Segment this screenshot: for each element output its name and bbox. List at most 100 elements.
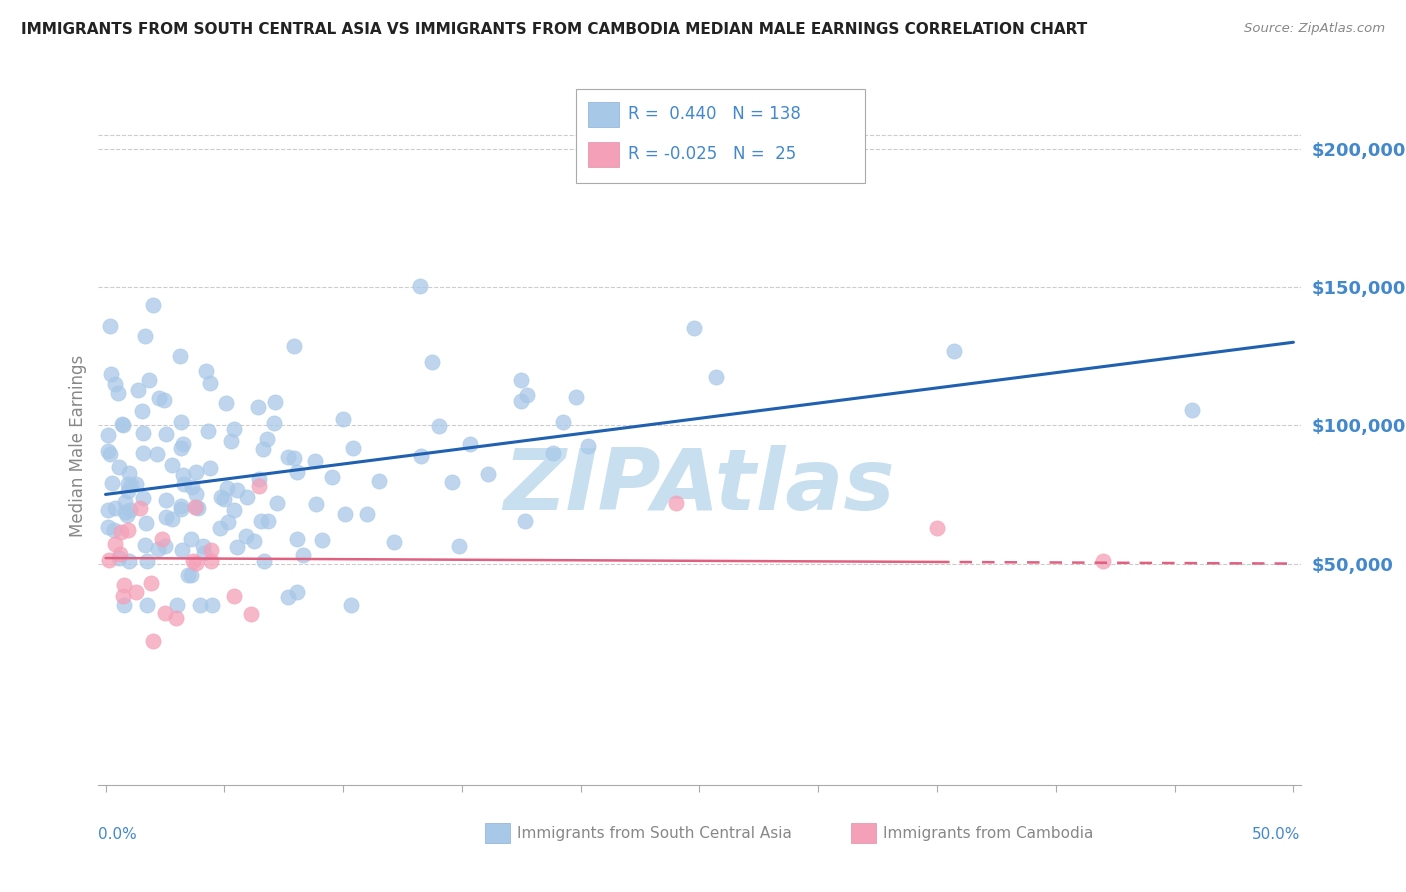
Text: R = -0.025   N =  25: R = -0.025 N = 25 — [628, 145, 797, 163]
Point — [112, 598, 135, 612]
Point — [382, 534, 405, 549]
Point — [342, 442, 364, 456]
Point — [706, 370, 728, 384]
Point — [101, 476, 124, 491]
Point — [132, 446, 155, 460]
Point — [222, 589, 245, 603]
Point — [197, 424, 219, 438]
Point — [283, 451, 305, 466]
Point — [200, 543, 222, 558]
Point — [222, 503, 245, 517]
Point — [509, 394, 531, 409]
Y-axis label: Median Male Earnings: Median Male Earnings — [69, 355, 87, 537]
Text: Immigrants from South Central Asia: Immigrants from South Central Asia — [517, 826, 793, 840]
Point — [422, 355, 444, 369]
Point — [429, 419, 451, 434]
Point — [184, 500, 207, 515]
Point — [181, 480, 204, 494]
Point — [925, 521, 948, 535]
Point — [1181, 402, 1204, 417]
Point — [186, 465, 208, 479]
Point — [250, 515, 273, 529]
Text: R =  0.440   N = 138: R = 0.440 N = 138 — [628, 105, 801, 123]
Point — [263, 417, 285, 431]
Point — [135, 554, 157, 568]
Point — [108, 551, 131, 566]
Point — [576, 439, 599, 453]
Point — [246, 400, 269, 414]
Point — [117, 484, 139, 499]
Point — [277, 450, 299, 465]
Point — [97, 519, 120, 533]
Point — [321, 470, 343, 484]
Point — [152, 392, 174, 407]
Point — [103, 523, 125, 537]
Point — [186, 486, 208, 500]
Point — [240, 607, 263, 622]
Point — [107, 385, 129, 400]
Point — [120, 503, 142, 517]
Point — [184, 556, 207, 570]
Point — [447, 539, 470, 553]
Point — [515, 514, 537, 528]
Point — [155, 509, 177, 524]
Point — [477, 467, 499, 482]
Point — [170, 415, 193, 429]
Point — [565, 390, 588, 404]
Point — [441, 475, 464, 489]
Point — [172, 437, 194, 451]
Point — [180, 532, 202, 546]
Point — [97, 444, 120, 458]
Point — [136, 598, 159, 612]
Point — [209, 491, 232, 505]
Point — [264, 394, 287, 409]
Point — [172, 468, 194, 483]
Text: Source: ZipAtlas.com: Source: ZipAtlas.com — [1244, 22, 1385, 36]
Point — [125, 476, 148, 491]
Point — [127, 383, 149, 397]
Point — [553, 415, 575, 429]
Text: ZIPAtlas: ZIPAtlas — [503, 445, 896, 528]
Point — [170, 499, 193, 513]
Point — [304, 454, 326, 468]
Point — [104, 500, 127, 515]
Point — [510, 373, 533, 387]
Point — [110, 525, 132, 540]
Point — [184, 500, 207, 514]
Point — [138, 373, 160, 387]
Point — [146, 541, 169, 556]
Point — [516, 388, 538, 402]
Point — [177, 567, 200, 582]
Point — [172, 543, 194, 558]
Point — [411, 449, 433, 463]
Point — [305, 497, 328, 511]
Point — [160, 512, 183, 526]
Point — [247, 472, 270, 486]
Point — [155, 427, 177, 442]
Point — [217, 515, 239, 529]
Point — [198, 376, 221, 390]
Point — [311, 533, 333, 548]
Point — [100, 368, 122, 382]
Point — [117, 523, 139, 537]
Point — [285, 533, 308, 547]
Point — [114, 505, 136, 519]
Point — [165, 610, 187, 624]
Point — [160, 458, 183, 472]
Point — [148, 391, 170, 405]
Point — [142, 298, 165, 312]
Point — [212, 491, 235, 506]
Point — [209, 521, 232, 535]
Point — [215, 481, 238, 495]
Point — [131, 403, 153, 417]
Text: 50.0%: 50.0% — [1253, 827, 1301, 841]
Point — [142, 634, 165, 648]
Point — [108, 459, 131, 474]
Point — [191, 539, 214, 553]
Point — [118, 467, 141, 481]
Point — [131, 491, 153, 505]
Point — [332, 412, 354, 426]
Point — [128, 500, 150, 515]
Point — [252, 442, 274, 456]
Point — [943, 343, 966, 358]
